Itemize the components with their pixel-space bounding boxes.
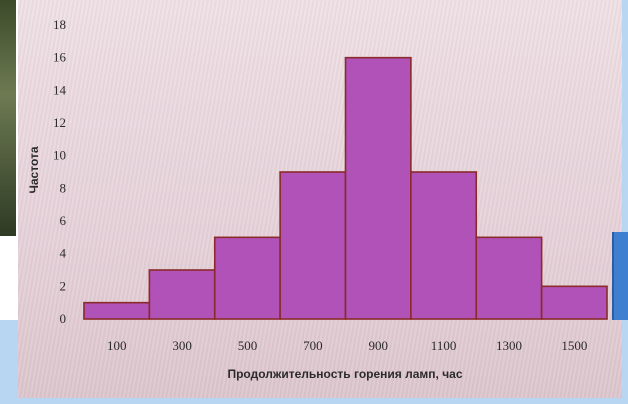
x-tick-label: 900	[368, 338, 388, 353]
y-tick-label: 12	[53, 115, 66, 130]
y-tick-label: 18	[53, 17, 66, 32]
histogram-bar-500	[213, 236, 281, 320]
x-tick-label: 500	[238, 338, 258, 353]
x-tick-label: 1500	[561, 338, 587, 353]
x-axis-title: Продолжительность горения ламп, час	[227, 367, 462, 381]
histogram-bar-700	[279, 171, 347, 320]
x-tick-label: 1100	[431, 338, 457, 353]
background-photo	[0, 0, 16, 236]
histogram-bar-100	[83, 301, 151, 320]
x-tick-label: 700	[303, 338, 323, 353]
x-tick-labels: 100 300 500 700 900 1100 1300 1500	[107, 338, 587, 353]
histogram-bar-900	[344, 56, 412, 320]
x-tick-label: 300	[172, 338, 192, 353]
x-tick-label: 100	[107, 338, 127, 353]
x-tick-label: 1300	[496, 338, 522, 353]
blue-callout-box	[612, 232, 628, 320]
y-tick-label: 16	[53, 50, 67, 65]
histogram-bar-1100	[410, 171, 478, 320]
y-tick-label: 10	[53, 148, 66, 163]
histogram-bar-300	[148, 269, 216, 320]
histogram-bar-1300	[475, 236, 543, 320]
y-tick-label: 4	[60, 246, 67, 261]
histogram-bar-1500	[540, 285, 608, 320]
y-tick-labels: 0 2 4 6 8 10 12 14 16 18	[53, 17, 67, 326]
y-tick-label: 2	[60, 278, 67, 293]
y-axis-title: Частота	[27, 146, 41, 193]
bars-group	[83, 56, 608, 320]
y-tick-label: 0	[60, 311, 67, 326]
y-tick-label: 6	[60, 213, 67, 228]
y-tick-label: 8	[60, 180, 67, 195]
y-tick-label: 14	[53, 82, 67, 97]
